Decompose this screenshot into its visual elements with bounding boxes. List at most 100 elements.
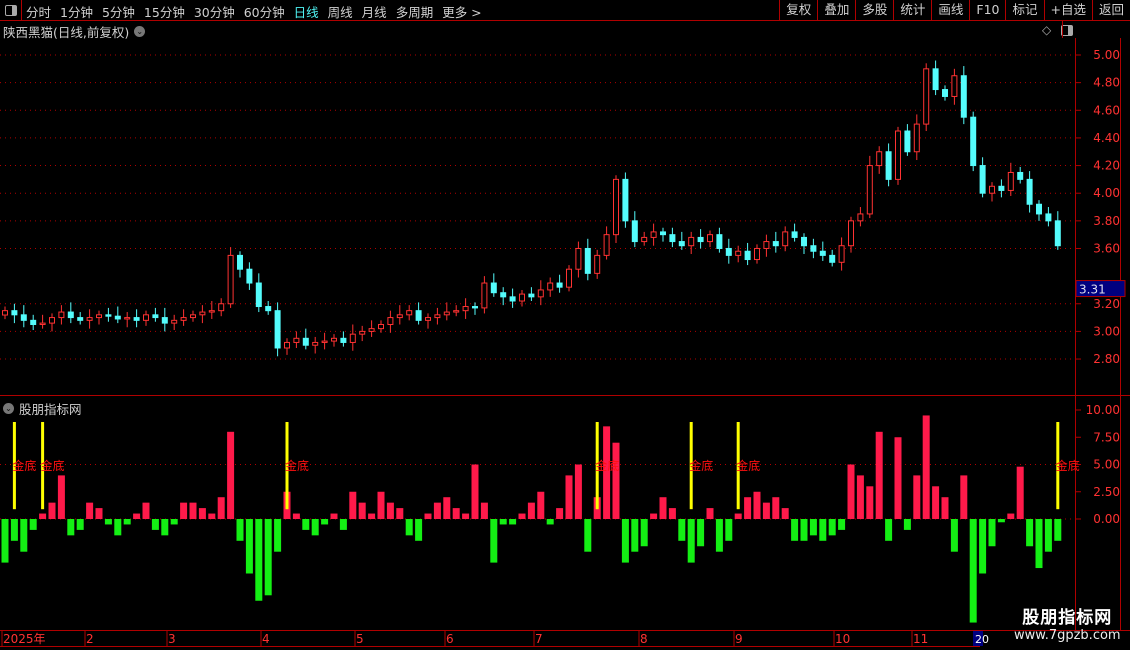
candle-down <box>1026 178 1033 205</box>
tab-period[interactable]: 分时 <box>26 5 52 20</box>
candle-up <box>86 317 93 321</box>
candle-up <box>848 220 854 247</box>
indicator-bar-negative <box>509 519 517 525</box>
indicator-bar-negative <box>885 519 893 541</box>
indicator-tick-label: 7.50 <box>1093 430 1120 444</box>
candle-up <box>443 311 450 316</box>
chevron-down-icon[interactable]: ⌄ <box>3 403 14 414</box>
tool-button[interactable]: 多股 <box>855 0 893 20</box>
indicator-bar-negative <box>819 519 827 541</box>
layout-toggle-button[interactable] <box>0 0 22 20</box>
price-tick-label: 4.80 <box>1093 76 1120 90</box>
candle-up <box>387 317 394 325</box>
tool-button[interactable]: 统计 <box>893 0 931 20</box>
tool-button[interactable]: +自选 <box>1043 0 1092 20</box>
candle-up <box>594 254 601 274</box>
signal-label: 金底 <box>689 458 713 473</box>
tab-period[interactable]: 多周期 <box>395 5 434 20</box>
candle-down <box>669 234 676 243</box>
price-tick-label: 3.60 <box>1093 241 1120 255</box>
indicator-bar-negative <box>321 519 329 525</box>
indicator-bar-negative <box>969 519 977 623</box>
indicator-bar-negative <box>584 519 592 552</box>
indicator-bar-positive <box>471 464 479 519</box>
candle-up <box>434 314 441 319</box>
indicator-bar-positive <box>913 475 921 519</box>
tool-button[interactable]: 标记 <box>1005 0 1043 20</box>
indicator-bar-positive <box>866 486 874 519</box>
candle-down <box>114 315 121 320</box>
candle-down <box>1045 213 1052 222</box>
candle-down <box>904 130 911 153</box>
candle-down <box>302 337 309 346</box>
date-label: 4 <box>262 632 270 646</box>
diamond-icon[interactable]: ◇ <box>1042 23 1052 37</box>
candle-down <box>716 234 723 249</box>
stock-title: 陕西黑猫(日线,前复权) <box>3 25 130 40</box>
candle-down <box>556 282 563 288</box>
candle-up <box>143 314 149 321</box>
indicator-bar-positive <box>603 426 611 519</box>
indicator-bar-negative <box>151 519 159 530</box>
price-tick-label: 3.80 <box>1093 214 1120 228</box>
candle-down <box>528 293 535 298</box>
indicator-tick-label: 0.00 <box>1093 512 1120 526</box>
signal-label: 金底 <box>1056 458 1080 473</box>
tab-period[interactable]: 5分钟 <box>101 5 135 20</box>
tab-period[interactable]: 1分钟 <box>60 5 93 20</box>
tool-button[interactable]: 返回 <box>1091 0 1130 20</box>
tab-period[interactable]: 周线 <box>327 5 353 20</box>
tool-button[interactable]: F10 <box>969 0 1005 20</box>
candle-up <box>39 322 46 325</box>
indicator-bar-positive <box>612 442 620 519</box>
indicator-bar-negative <box>67 519 75 536</box>
candle-up <box>218 303 225 312</box>
indicator-bar-negative <box>988 519 996 547</box>
indicator-bar-positive <box>744 497 752 519</box>
tab-period[interactable]: 15分钟 <box>143 5 185 20</box>
candle-down <box>340 337 347 343</box>
watermark-url: www.7gpzb.com <box>1014 628 1121 643</box>
candle-up <box>396 314 403 319</box>
tool-button[interactable]: 复权 <box>779 0 817 20</box>
candle-down <box>237 254 243 270</box>
price-tick-label: 4.20 <box>1093 159 1120 173</box>
chevron-down-icon[interactable]: ⌄ <box>134 26 146 37</box>
candle-up <box>49 317 55 324</box>
candle-down <box>960 75 967 118</box>
indicator-bar-negative <box>20 519 28 552</box>
tab-period[interactable]: 更多 > <box>442 5 482 20</box>
candle-down <box>415 310 422 321</box>
indicator-bar-positive <box>527 502 535 519</box>
signal-line <box>1056 421 1060 510</box>
tab-period[interactable]: 月线 <box>361 5 387 20</box>
candle-down <box>1017 171 1024 180</box>
tab-period[interactable]: 30分钟 <box>193 5 235 20</box>
candle-down <box>819 250 826 256</box>
indicator-bar-negative <box>499 519 507 525</box>
candle-down <box>631 220 638 243</box>
candle-up <box>359 330 366 335</box>
indicator-bar-positive <box>95 508 103 519</box>
indicator-bar-positive <box>57 475 65 519</box>
indicator-bar-positive <box>847 464 855 519</box>
indicator-bar-positive <box>922 415 930 519</box>
date-label: 2 <box>86 632 94 646</box>
indicator-bar-positive <box>133 513 141 519</box>
panel-icon[interactable] <box>1061 24 1074 36</box>
candle-up <box>707 234 713 243</box>
candle-down <box>725 247 732 256</box>
candle-up <box>331 337 337 342</box>
candle-up <box>951 75 958 97</box>
candle-down <box>697 236 704 243</box>
tool-button[interactable]: 叠加 <box>817 0 855 20</box>
signal-line <box>595 421 599 510</box>
tool-button[interactable]: 画线 <box>931 0 969 20</box>
indicator-bar-positive <box>443 497 451 519</box>
candle-down <box>20 314 27 321</box>
candle-up <box>481 282 488 309</box>
tab-period[interactable]: 日线 <box>293 5 319 20</box>
candle-up <box>462 306 469 312</box>
candle-down <box>274 310 281 349</box>
tab-period[interactable]: 60分钟 <box>243 5 285 20</box>
